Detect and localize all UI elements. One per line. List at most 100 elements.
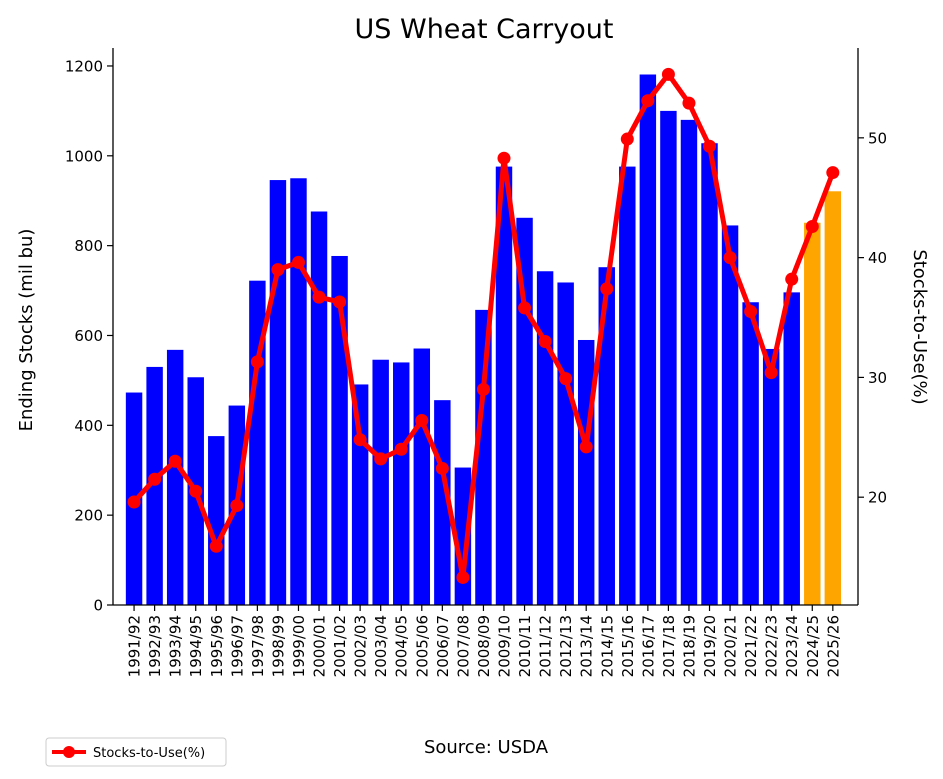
axes-group: 0 200 400 600 800 1000 1200 20 30 40 50 1991/92 1992… — [65, 48, 887, 677]
x-tick-label-2007-08: 2007/08 — [454, 615, 472, 677]
bar-2009-10 — [495, 166, 513, 605]
bar-2021-22 — [742, 302, 759, 605]
x-tick-label-2013-14: 2013/14 — [578, 615, 596, 677]
stocks-to-use-point-1992-93 — [148, 472, 162, 486]
y-left-tick-label-1200: 1200 — [65, 57, 103, 75]
x-tick-label-2003-04: 2003/04 — [372, 615, 390, 677]
y-axis-left-label: Ending Stocks (mil bu) — [16, 229, 37, 432]
stocks-to-use-point-2010-11 — [518, 301, 532, 315]
x-tick-label-2023-24: 2023/24 — [783, 615, 801, 677]
y-axis-right-label: Stocks-to-Use(%) — [909, 249, 930, 404]
bar-1993-94 — [166, 349, 184, 605]
x-tick-label-2025-26: 2025/26 — [824, 615, 842, 677]
y-right-tick-label-20: 20 — [868, 489, 887, 507]
bar-2016-17 — [639, 74, 657, 605]
bar-2018-19 — [680, 119, 698, 605]
x-tick-label-1993-94: 1993/94 — [167, 615, 185, 677]
stocks-to-use-point-2020-21 — [723, 251, 737, 265]
stocks-to-use-point-2007-08 — [456, 570, 470, 584]
x-tick-label-2017-18: 2017/18 — [660, 615, 678, 677]
x-tick-label-2018-19: 2018/19 — [680, 615, 698, 677]
stocks-to-use-point-2012-13 — [559, 372, 573, 386]
stocks-to-use-point-1996-97 — [230, 499, 244, 513]
bar-2005-06 — [413, 348, 431, 605]
legend-box — [45, 737, 227, 767]
bar-2024-25 — [804, 222, 821, 605]
y-right-tick-label-40: 40 — [868, 249, 887, 267]
bar-2007-08 — [454, 467, 472, 605]
y-right-tick-label-30: 30 — [868, 369, 887, 387]
x-tick-label-2000-01: 2000/01 — [311, 615, 329, 677]
bar-1998-99 — [269, 180, 287, 605]
bar-2020-21 — [721, 225, 739, 605]
bar-1999-00 — [290, 178, 307, 606]
bar-1992-93 — [146, 366, 163, 605]
stocks-to-use-point-2022-23 — [764, 366, 778, 380]
stocks-to-use-point-1999-00 — [291, 255, 305, 269]
x-tick-label-2004-05: 2004/05 — [393, 615, 411, 677]
stocks-to-use-point-2005-06 — [415, 414, 429, 428]
bar-2014-15 — [598, 267, 615, 605]
stocks-to-use-point-2002-03 — [353, 433, 367, 447]
stocks-to-use-point-1991-92 — [127, 495, 141, 509]
stocks-to-use-point-2000-01 — [312, 290, 326, 304]
stocks-to-use-point-1995-96 — [209, 539, 223, 553]
y-left-tick-label-600: 600 — [74, 327, 103, 345]
bar-2011-12 — [536, 271, 554, 605]
x-tick-label-2016-17: 2016/17 — [639, 615, 657, 677]
x-tick-label-2019-20: 2019/20 — [701, 615, 719, 677]
stocks-to-use-point-1993-94 — [168, 454, 182, 468]
x-tick-label-2011-12: 2011/12 — [537, 615, 555, 677]
bar-2004-05 — [393, 362, 410, 605]
stocks-to-use-point-2017-18 — [661, 67, 675, 81]
bar-2015-16 — [619, 166, 636, 605]
source-label: Source: USDA — [424, 737, 549, 758]
stocks-to-use-point-2016-17 — [641, 94, 655, 108]
y-right-tick-label-50: 50 — [868, 129, 887, 147]
stocks-to-use-point-2004-05 — [394, 442, 408, 456]
stocks-to-use-point-2023-24 — [785, 272, 799, 286]
x-tick-label-2008-09: 2008/09 — [475, 615, 493, 677]
stocks-to-use-point-2019-20 — [703, 139, 717, 153]
x-tick-label-2024-25: 2024/25 — [804, 615, 822, 677]
stocks-to-use-point-2009-10 — [497, 151, 511, 165]
legend-label: Stocks-to-Use(%) — [93, 746, 205, 761]
stocks-to-use-point-2014-15 — [600, 282, 614, 296]
x-tick-label-2015-16: 2015/16 — [619, 615, 637, 677]
line-group — [127, 67, 840, 584]
x-tick-label-2001-02: 2001/02 — [331, 615, 349, 677]
x-tick-label-2005-06: 2005/06 — [413, 615, 431, 677]
stocks-to-use-point-1994-95 — [189, 484, 203, 498]
stocks-to-use-point-2018-19 — [682, 96, 696, 110]
x-tick-label-2020-21: 2020/21 — [722, 615, 740, 677]
x-tick-label-1991-92: 1991/92 — [126, 615, 144, 677]
y-left-tick-label-800: 800 — [74, 237, 103, 255]
stocks-to-use-point-2013-14 — [579, 440, 593, 454]
bars-group — [125, 74, 842, 606]
x-tick-label-1994-95: 1994/95 — [187, 615, 205, 677]
chart-title: US Wheat Carryout — [355, 14, 614, 45]
bar-2025-26 — [824, 191, 842, 606]
bar-2023-24 — [783, 292, 800, 605]
stocks-to-use-point-1998-99 — [271, 263, 285, 277]
bar-2022-23 — [762, 348, 780, 605]
y-left-tick-label-200: 200 — [74, 507, 103, 525]
x-tick-label-1997-98: 1997/98 — [249, 615, 267, 677]
stocks-to-use-point-2006-07 — [435, 461, 449, 475]
bar-1995-96 — [208, 436, 225, 605]
x-tick-label-1992-93: 1992/93 — [146, 615, 164, 677]
x-tick-label-1999-00: 1999/00 — [290, 615, 308, 677]
x-tick-label-2006-07: 2006/07 — [434, 615, 452, 677]
x-tick-label-2002-03: 2002/03 — [352, 615, 370, 677]
bar-2000-01 — [310, 211, 328, 605]
x-tick-label-2009-10: 2009/10 — [496, 615, 514, 677]
x-tick-label-1995-96: 1995/96 — [208, 615, 226, 677]
y-left-tick-label-0: 0 — [93, 597, 103, 615]
legend-marker-swatch — [63, 746, 75, 758]
stocks-to-use-point-2011-12 — [538, 334, 552, 348]
stocks-to-use-point-1997-98 — [250, 355, 264, 369]
x-tick-label-2014-15: 2014/15 — [598, 615, 616, 677]
x-tick-label-2012-13: 2012/13 — [557, 615, 575, 677]
y-left-tick-label-400: 400 — [74, 417, 103, 435]
